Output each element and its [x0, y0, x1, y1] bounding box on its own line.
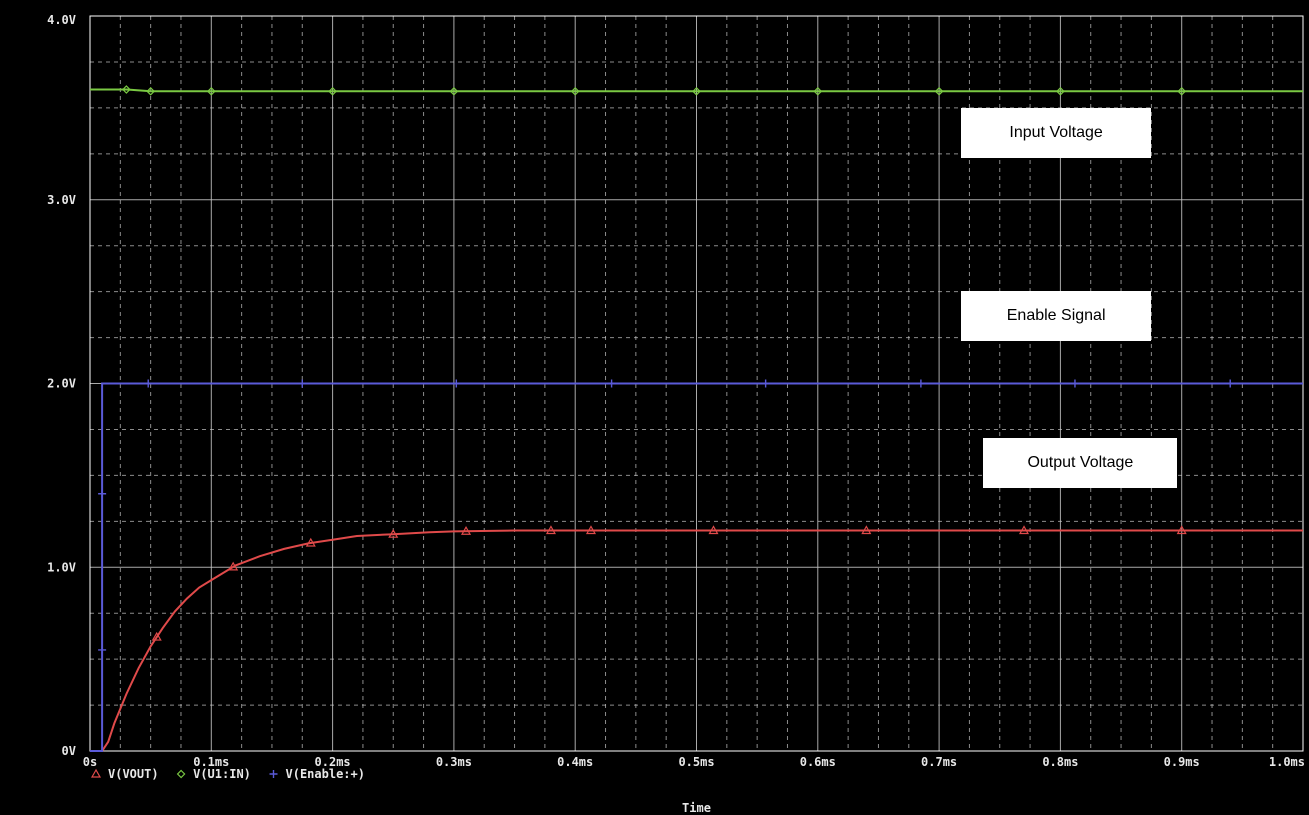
x-tick-label: 0.1ms [193, 755, 229, 769]
data-point-v-vout [388, 528, 399, 538]
y-tick-label: 0V [62, 744, 76, 758]
data-point-v-enable [298, 379, 307, 388]
legend-marker-v-enable [269, 770, 278, 778]
data-point-v-u1-in [1056, 86, 1065, 96]
legend: V(VOUT) V(U1:IN) V(Enable:+) [90, 767, 365, 781]
y-tick-label: 1.0V [47, 560, 76, 574]
data-point-v-vout [545, 525, 556, 535]
data-point-v-vout [305, 537, 316, 547]
data-point-v-vout [1018, 525, 1030, 535]
y-tick-label: 2.0V [47, 377, 76, 391]
x-tick-label: 0s [83, 755, 97, 769]
data-point-v-u1-in [813, 86, 823, 96]
legend-marker-v-u1-in [176, 769, 186, 779]
series-line-v-vout [90, 529, 1303, 752]
data-point-v-enable [607, 379, 616, 388]
data-point-v-enable [98, 645, 107, 654]
data-point-v-u1-in [122, 85, 131, 94]
data-point-v-u1-in [449, 86, 459, 96]
marker-layer [98, 85, 1235, 654]
data-point-v-vout [708, 525, 719, 535]
data-point-v-enable [761, 379, 770, 388]
data-point-v-enable [1226, 379, 1235, 388]
legend-marker-v-vout [90, 768, 102, 778]
annotation-input-voltage: Input Voltage [961, 107, 1152, 158]
data-point-v-u1-in [570, 86, 580, 96]
legend-item-v-vout: V(VOUT) [108, 767, 159, 781]
annotation-output-voltage: Output Voltage [983, 438, 1178, 489]
data-point-v-vout [1176, 525, 1187, 535]
y-tick-label: 4.0V [47, 13, 76, 27]
annotation-enable-signal: Enable Signal [961, 291, 1152, 342]
x-tick-label: 0.4ms [557, 755, 593, 769]
data-point-v-u1-in [1177, 86, 1187, 96]
x-tick-label: 0.6ms [800, 755, 836, 769]
y-axis-ticks: 0V 1.0V 2.0V 3.0V 4.0V [47, 13, 76, 758]
series-layer [90, 88, 1303, 752]
x-tick-label: 0.2ms [315, 755, 351, 769]
data-point-v-enable [916, 379, 925, 388]
x-axis-label: Time [682, 801, 711, 815]
data-point-v-enable [1070, 379, 1079, 388]
series-line-v-u1-in [90, 88, 1303, 93]
y-tick-label: 3.0V [47, 193, 76, 207]
x-tick-label: 1.0ms [1269, 755, 1305, 769]
data-point-v-vout [861, 525, 872, 535]
legend-item-v-enable: V(Enable:+) [286, 767, 365, 781]
x-tick-label: 0.8ms [1042, 755, 1078, 769]
data-point-v-u1-in [934, 86, 944, 96]
x-tick-label: 0.3ms [436, 755, 472, 769]
legend-item-v-u1-in: V(U1:IN) [193, 767, 251, 781]
data-point-v-enable [144, 379, 153, 388]
x-axis-ticks: 0s 0.1ms 0.2ms 0.3ms 0.4ms 0.5ms 0.6ms 0.7ms 0.8… [83, 755, 1305, 769]
data-point-v-u1-in [692, 86, 701, 96]
x-tick-label: 0.9ms [1164, 755, 1200, 769]
data-point-v-vout [151, 631, 162, 641]
data-point-v-enable [452, 379, 461, 388]
data-point-v-u1-in [328, 86, 337, 96]
data-point-v-u1-in [146, 86, 155, 96]
data-point-v-vout [585, 525, 597, 535]
x-tick-label: 0.7ms [921, 755, 957, 769]
data-point-v-vout [228, 561, 239, 571]
data-point-v-u1-in [206, 86, 216, 96]
data-point-v-vout [460, 526, 472, 535]
series-line-v-enable [90, 382, 1303, 752]
x-tick-label: 0.5ms [678, 755, 714, 769]
data-point-v-enable [98, 489, 107, 498]
